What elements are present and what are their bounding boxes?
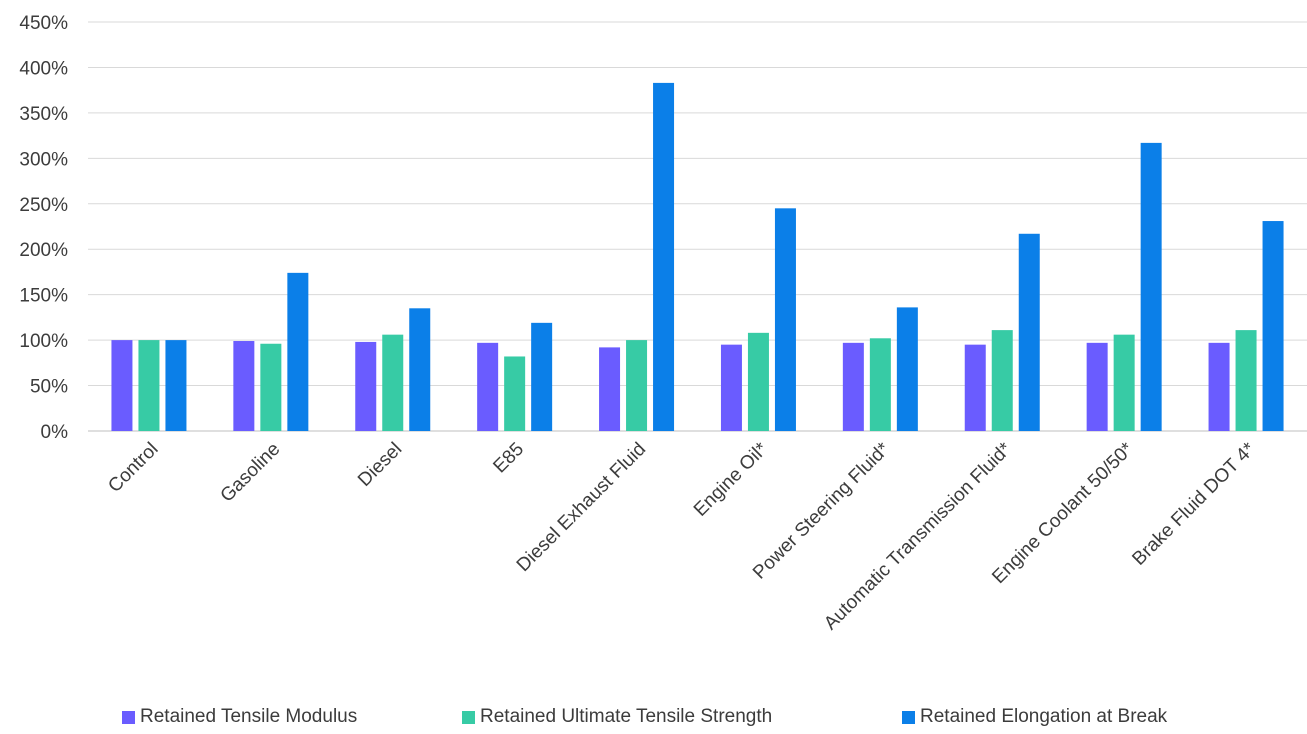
x-category-label: Brake Fluid DOT 4* (1128, 438, 1260, 570)
bar (964, 344, 986, 431)
y-tick-label: 50% (30, 377, 68, 398)
x-category-label: E85 (489, 439, 528, 478)
x-category-label: Power Steering Fluid* (749, 438, 894, 583)
y-tick-label: 200% (19, 240, 68, 261)
y-tick-label: 150% (19, 286, 68, 307)
x-category-label: Engine Oil* (690, 438, 772, 520)
bar (477, 342, 499, 431)
legend-label: Retained Ultimate Tensile Strength (480, 706, 773, 727)
x-category-label: Diesel (354, 439, 406, 491)
bar (626, 340, 648, 431)
bar (1235, 330, 1257, 431)
legend-swatch (122, 710, 135, 724)
legend-swatch (902, 710, 915, 724)
bar (382, 334, 404, 431)
y-axis-ticks: 0% 50% 100% 150% 200% 250% 300% 350% 400% 450% (19, 13, 68, 443)
bar (1140, 142, 1162, 432)
y-tick-label: 250% (19, 195, 68, 216)
y-tick-label: 400% (19, 58, 68, 79)
bar (355, 341, 377, 431)
bar (1208, 342, 1230, 431)
x-category-label: Engine Coolant 50/50* (988, 438, 1138, 588)
bar (991, 330, 1013, 431)
bar (287, 272, 309, 431)
bar (1113, 334, 1135, 431)
bar (409, 308, 431, 431)
bar (896, 307, 918, 431)
bar (599, 347, 621, 431)
legend-item-elongation-at-break: Retained Elongation at Break (902, 706, 1167, 728)
bar (111, 340, 133, 431)
bar (165, 340, 187, 431)
bar (747, 332, 769, 431)
bar (869, 338, 891, 431)
bar (531, 322, 553, 431)
bar (1018, 233, 1040, 431)
y-tick-label: 300% (19, 149, 68, 170)
bar (504, 356, 526, 431)
legend: Retained Tensile Modulus Retained Ultima… (0, 706, 1307, 734)
bar (1262, 221, 1284, 431)
legend-label: Retained Elongation at Break (920, 706, 1168, 727)
y-tick-label: 100% (19, 331, 68, 352)
bar (138, 340, 160, 431)
bar (1086, 342, 1108, 431)
legend-label: Retained Tensile Modulus (140, 706, 358, 727)
bar (260, 343, 282, 431)
legend-swatch (462, 710, 475, 724)
y-tick-label: 450% (19, 13, 68, 34)
x-category-label: Control (104, 439, 162, 497)
bars (111, 82, 1284, 432)
legend-item-ultimate-tensile-strength: Retained Ultimate Tensile Strength (462, 706, 772, 728)
y-tick-label: 350% (19, 104, 68, 125)
x-category-label: Diesel Exhaust Fluid (513, 439, 650, 576)
bar (233, 341, 255, 431)
bar (842, 342, 864, 431)
bar-chart: 0% 50% 100% 150% 200% 250% 300% 350% 400% 450% Co… (19, 13, 1307, 634)
bar (774, 208, 796, 431)
x-category-label: Gasoline (217, 439, 285, 507)
y-tick-label: 0% (41, 422, 69, 443)
legend-item-tensile-modulus: Retained Tensile Modulus (122, 706, 357, 728)
bar (653, 82, 675, 431)
bar (720, 344, 742, 431)
